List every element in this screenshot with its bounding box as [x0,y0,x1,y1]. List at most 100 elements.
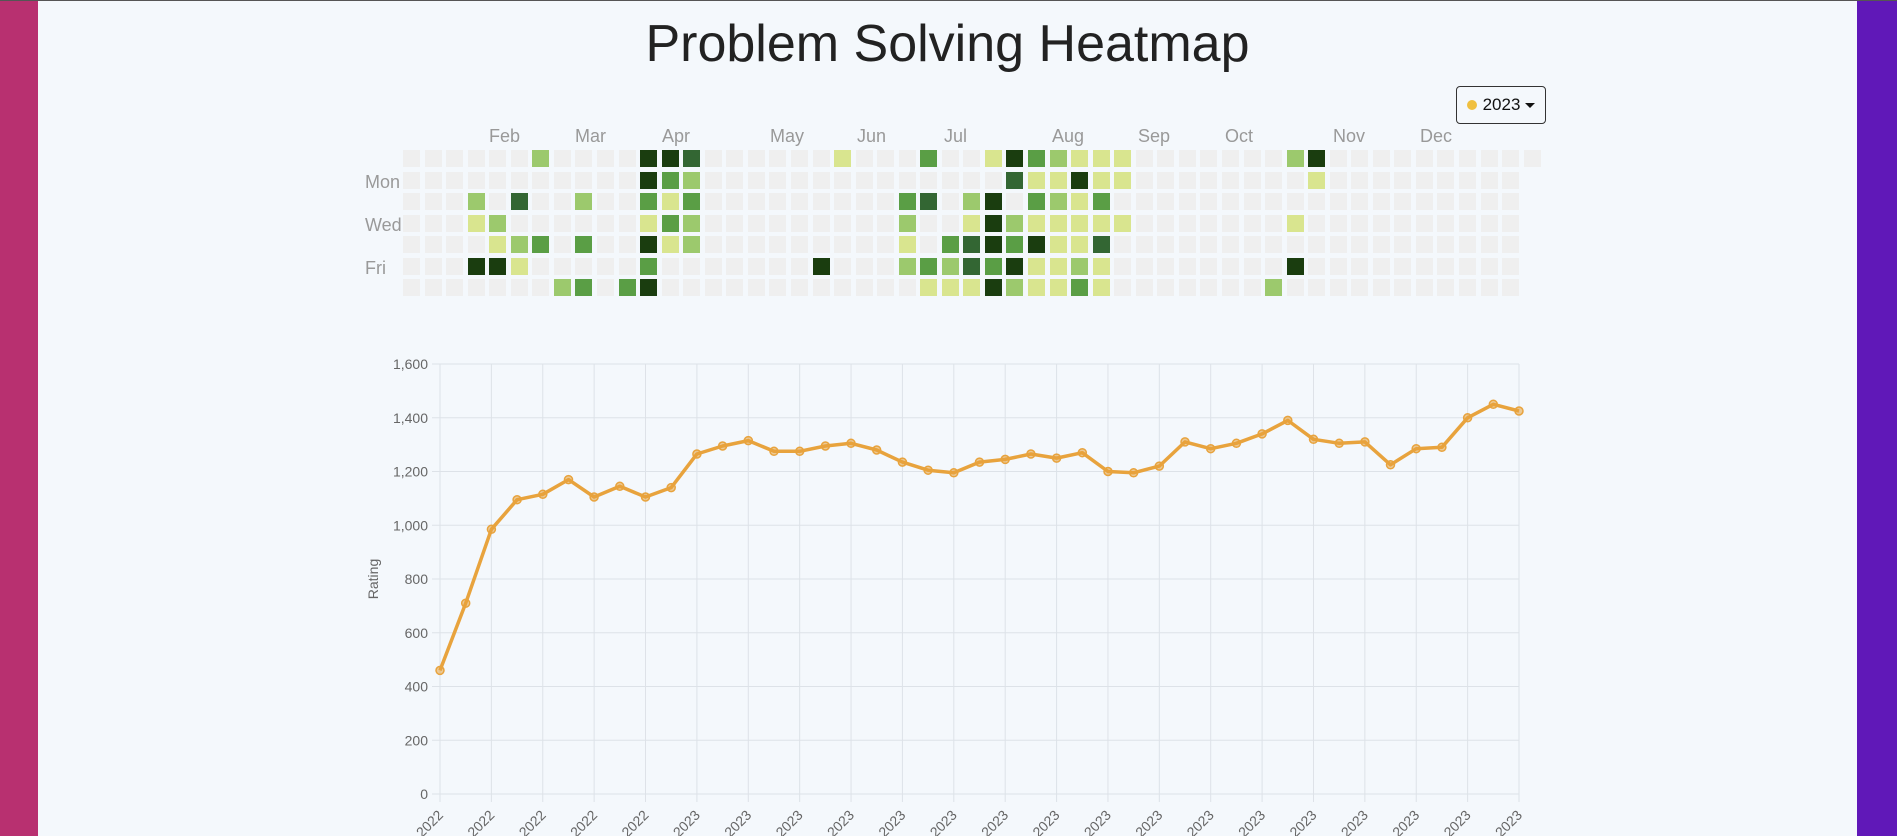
heatmap-cell[interactable] [597,257,614,275]
heatmap-cell[interactable] [1351,171,1369,189]
heatmap-cell[interactable] [1114,257,1132,275]
heatmap-cell[interactable] [1308,150,1326,167]
heatmap-cell[interactable] [424,193,442,211]
heatmap-cell[interactable] [1415,279,1433,297]
heatmap-cell[interactable] [510,171,528,189]
heatmap-cell[interactable] [1480,193,1498,211]
heatmap-cell[interactable] [834,279,851,297]
heatmap-cell[interactable] [403,257,420,275]
heatmap-cell[interactable] [618,214,636,232]
heatmap-cell[interactable] [941,193,959,211]
heatmap-cell[interactable] [1265,171,1282,189]
heatmap-cell[interactable] [812,236,830,254]
heatmap-cell[interactable] [1200,171,1218,189]
heatmap-cell[interactable] [1265,257,1282,275]
heatmap-cell[interactable] [747,257,765,275]
heatmap-cell[interactable] [446,193,464,211]
heatmap-cell[interactable] [704,193,722,211]
heatmap-cell[interactable] [640,150,657,167]
heatmap-cell[interactable] [790,193,808,211]
heatmap-cell[interactable] [683,214,701,232]
heatmap-cell[interactable] [1286,171,1304,189]
heatmap-cell[interactable] [726,214,744,232]
heatmap-cell[interactable] [1329,236,1347,254]
heatmap-cell[interactable] [726,279,744,297]
heatmap-cell[interactable] [963,257,981,275]
heatmap-cell[interactable] [597,214,614,232]
heatmap-cell[interactable] [1480,150,1498,167]
heatmap-cell[interactable] [941,214,959,232]
year-dropdown-button[interactable]: 2023 [1456,86,1546,124]
heatmap-cell[interactable] [467,193,485,211]
heatmap-cell[interactable] [1459,257,1476,275]
heatmap-cell[interactable] [1351,214,1369,232]
heatmap-cell[interactable] [747,193,765,211]
heatmap-cell[interactable] [790,257,808,275]
heatmap-cell[interactable] [877,257,895,275]
heatmap-cell[interactable] [640,214,657,232]
heatmap-cell[interactable] [855,279,873,297]
heatmap-cell[interactable] [1114,193,1132,211]
heatmap-cell[interactable] [963,150,981,167]
heatmap-cell[interactable] [553,171,571,189]
heatmap-cell[interactable] [1265,279,1282,297]
heatmap-cell[interactable] [597,193,614,211]
heatmap-cell[interactable] [661,171,679,189]
heatmap-cell[interactable] [1178,171,1196,189]
heatmap-cell[interactable] [898,257,916,275]
heatmap-cell[interactable] [1480,257,1498,275]
heatmap-cell[interactable] [1459,150,1476,167]
heatmap-cell[interactable] [1178,150,1196,167]
heatmap-cell[interactable] [1437,257,1455,275]
heatmap-cell[interactable] [1114,214,1132,232]
heatmap-cell[interactable] [704,279,722,297]
heatmap-cell[interactable] [532,171,550,189]
heatmap-cell[interactable] [941,279,959,297]
heatmap-cell[interactable] [683,193,701,211]
heatmap-cell[interactable] [403,193,420,211]
heatmap-cell[interactable] [446,279,464,297]
heatmap-cell[interactable] [1372,193,1390,211]
heatmap-cell[interactable] [920,214,938,232]
heatmap-cell[interactable] [1092,193,1110,211]
heatmap-cell[interactable] [855,150,873,167]
heatmap-cell[interactable] [1178,279,1196,297]
heatmap-cell[interactable] [1480,214,1498,232]
heatmap-cell[interactable] [984,236,1002,254]
heatmap-cell[interactable] [640,236,657,254]
heatmap-cell[interactable] [1200,150,1218,167]
heatmap-cell[interactable] [618,236,636,254]
heatmap-cell[interactable] [1329,279,1347,297]
heatmap-cell[interactable] [984,214,1002,232]
heatmap-cell[interactable] [1329,171,1347,189]
heatmap-cell[interactable] [1394,236,1412,254]
heatmap-cell[interactable] [1200,236,1218,254]
heatmap-cell[interactable] [640,257,657,275]
heatmap-cell[interactable] [920,171,938,189]
heatmap-cell[interactable] [726,171,744,189]
heatmap-cell[interactable] [1437,236,1455,254]
heatmap-cell[interactable] [1351,279,1369,297]
heatmap-cell[interactable] [963,279,981,297]
heatmap-cell[interactable] [532,214,550,232]
heatmap-cell[interactable] [1200,257,1218,275]
heatmap-cell[interactable] [769,150,787,167]
heatmap-cell[interactable] [984,150,1002,167]
heatmap-cell[interactable] [1157,257,1175,275]
heatmap-cell[interactable] [1394,257,1412,275]
heatmap-cell[interactable] [1415,193,1433,211]
heatmap-cell[interactable] [1265,214,1282,232]
heatmap-cell[interactable] [532,193,550,211]
heatmap-cell[interactable] [790,171,808,189]
heatmap-cell[interactable] [1071,279,1089,297]
heatmap-cell[interactable] [1437,171,1455,189]
heatmap-cell[interactable] [1502,236,1519,254]
heatmap-cell[interactable] [1459,236,1476,254]
heatmap-cell[interactable] [704,214,722,232]
heatmap-cell[interactable] [1135,214,1153,232]
heatmap-cell[interactable] [1329,150,1347,167]
heatmap-cell[interactable] [467,171,485,189]
heatmap-cell[interactable] [1135,150,1153,167]
heatmap-cell[interactable] [704,150,722,167]
heatmap-cell[interactable] [661,214,679,232]
